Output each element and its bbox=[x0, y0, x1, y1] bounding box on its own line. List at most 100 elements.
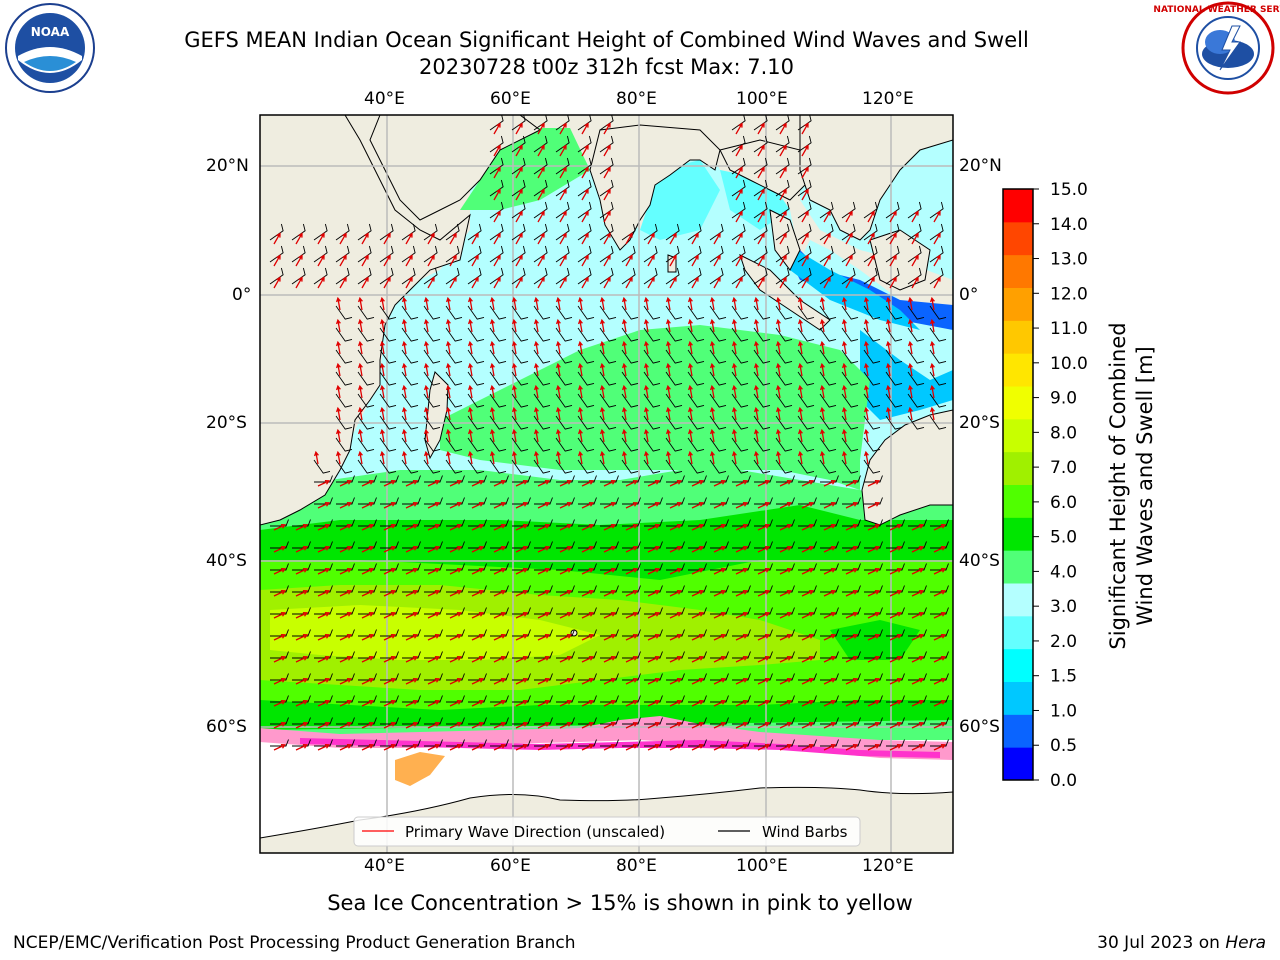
wave-direction-arrow bbox=[427, 480, 441, 487]
wind-barb bbox=[820, 607, 839, 615]
wind-barb bbox=[489, 393, 507, 408]
wind-barb bbox=[754, 585, 773, 593]
wind-barb bbox=[292, 739, 311, 747]
wave-direction-arrow bbox=[819, 406, 825, 421]
wind-barb bbox=[929, 245, 944, 263]
wind-barb bbox=[864, 563, 883, 571]
wave-direction-arrow bbox=[933, 656, 947, 663]
wind-barb bbox=[358, 717, 377, 725]
wave-direction-arrow bbox=[665, 340, 671, 355]
wind-barb bbox=[533, 393, 551, 408]
wind-barb bbox=[380, 541, 399, 549]
wind-barb bbox=[600, 717, 619, 725]
wave-direction-arrow bbox=[471, 524, 485, 531]
wind-barb bbox=[731, 415, 749, 430]
wind-barb bbox=[555, 305, 573, 320]
wind-barb bbox=[379, 393, 397, 408]
wind-barb bbox=[357, 459, 375, 474]
colorbar-segment bbox=[1003, 320, 1033, 354]
wind-barb bbox=[621, 349, 639, 364]
wind-barb bbox=[424, 563, 443, 571]
wave-direction-arrow bbox=[577, 318, 583, 333]
wind-barb bbox=[402, 585, 421, 593]
wave-direction-arrow bbox=[357, 406, 363, 421]
wind-barb bbox=[292, 695, 311, 703]
colorbar-segment bbox=[1003, 583, 1033, 617]
wind-barb bbox=[710, 607, 729, 615]
footer-date: 30 Jul 2023 on bbox=[1097, 933, 1226, 953]
wind-barb bbox=[533, 115, 548, 131]
wave-direction-arrow bbox=[801, 568, 815, 575]
wind-barb bbox=[643, 305, 661, 320]
wind-barb bbox=[468, 585, 487, 593]
wind-barb bbox=[600, 541, 619, 549]
wind-barb bbox=[797, 415, 815, 430]
wind-barb bbox=[402, 651, 421, 659]
wind-barb bbox=[798, 497, 817, 505]
wave-direction-arrow bbox=[907, 340, 913, 355]
wave-direction-arrow bbox=[511, 296, 517, 311]
wind-barb bbox=[621, 459, 639, 474]
wave-direction-arrow bbox=[493, 590, 507, 597]
wave-direction-arrow bbox=[907, 318, 913, 333]
wave-direction-arrow bbox=[511, 384, 517, 399]
wave-direction-arrow bbox=[603, 210, 611, 223]
wind-barb bbox=[621, 267, 636, 285]
wind-barb bbox=[577, 437, 595, 452]
wind-barb bbox=[688, 475, 707, 483]
wind-barb bbox=[622, 607, 641, 615]
wave-direction-arrow bbox=[581, 700, 595, 707]
wave-direction-arrow bbox=[603, 480, 617, 487]
wave-direction-arrow bbox=[801, 232, 809, 245]
wind-barb bbox=[709, 327, 727, 342]
wave-direction-arrow bbox=[537, 612, 551, 619]
wave-direction-arrow bbox=[709, 318, 715, 333]
wind-barb bbox=[424, 717, 443, 725]
wind-barb bbox=[599, 459, 617, 474]
wind-barb bbox=[468, 497, 487, 505]
wind-barb bbox=[885, 245, 900, 263]
wind-barb bbox=[863, 371, 881, 386]
wind-barb bbox=[665, 415, 683, 430]
wave-direction-arrow bbox=[493, 524, 507, 531]
wave-direction-arrow bbox=[801, 722, 815, 729]
wind-barb bbox=[842, 607, 861, 615]
wave-direction-arrow bbox=[775, 296, 781, 311]
wind-barb bbox=[687, 459, 705, 474]
wind-barb bbox=[489, 179, 504, 197]
wave-direction-arrow bbox=[731, 340, 737, 355]
lat-label-left-0: 0° bbox=[232, 285, 252, 305]
wave-direction-arrow bbox=[603, 276, 611, 289]
wind-barb bbox=[599, 393, 617, 408]
wind-barb bbox=[380, 519, 399, 527]
wave-direction-arrow bbox=[709, 428, 715, 443]
wind-barb bbox=[578, 475, 597, 483]
wind-barb bbox=[577, 415, 595, 430]
wave-direction-arrow bbox=[933, 744, 947, 751]
wave-direction-arrow bbox=[867, 502, 881, 509]
wind-barb bbox=[468, 607, 487, 615]
wind-barb bbox=[446, 739, 465, 747]
wave-direction-arrow bbox=[753, 428, 759, 443]
wind-barb bbox=[314, 497, 333, 505]
wind-barb bbox=[930, 673, 949, 681]
wind-barb bbox=[511, 157, 526, 175]
wind-barb bbox=[534, 541, 553, 549]
wave-direction-arrow bbox=[823, 210, 831, 223]
wind-barb bbox=[731, 305, 749, 320]
wave-direction-arrow bbox=[361, 502, 375, 509]
wave-direction-arrow bbox=[273, 590, 287, 597]
wind-barb bbox=[798, 585, 817, 593]
wind-barb bbox=[512, 475, 531, 483]
wave-direction-arrow bbox=[401, 362, 407, 377]
wave-direction-arrow bbox=[581, 590, 595, 597]
wave-direction-arrow bbox=[885, 318, 891, 333]
wave-direction-arrow bbox=[603, 656, 617, 663]
wave-direction-arrow bbox=[669, 524, 683, 531]
wave-direction-arrow bbox=[405, 612, 419, 619]
wave-direction-arrow bbox=[449, 568, 463, 575]
wind-barb bbox=[820, 519, 839, 527]
wind-barb bbox=[864, 497, 883, 505]
wind-barb bbox=[424, 519, 443, 527]
wind-barb bbox=[842, 629, 861, 637]
